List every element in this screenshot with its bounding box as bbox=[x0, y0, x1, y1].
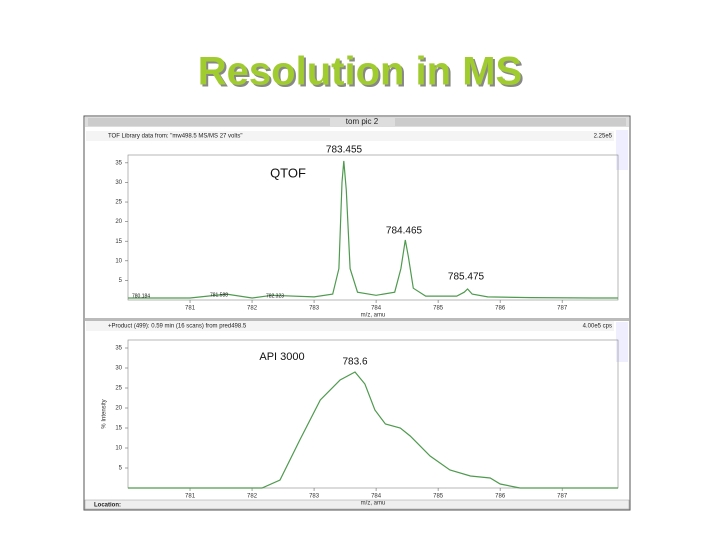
pane-header bbox=[86, 321, 614, 331]
x-tick-label: 782 bbox=[247, 306, 258, 312]
status-label: Location: bbox=[94, 503, 121, 509]
annotation: 780.184 bbox=[132, 293, 150, 299]
spectrum-line bbox=[128, 160, 618, 299]
x-tick-label: 785 bbox=[433, 494, 444, 500]
pane-header-text: +Product (499): 0.59 min (16 scans) from… bbox=[108, 324, 247, 330]
y-tick-label: 15 bbox=[115, 426, 122, 432]
x-tick-label: 783 bbox=[309, 494, 320, 500]
y-tick-label: 5 bbox=[119, 466, 123, 472]
y-tick-label: 20 bbox=[115, 406, 122, 412]
window-title: tom pic 2 bbox=[346, 117, 379, 126]
pane-header bbox=[86, 131, 614, 141]
y-tick-label: 30 bbox=[115, 366, 122, 372]
pane-header-text: TOF Library data from: "mw498.5 MS/MS 27… bbox=[108, 134, 243, 140]
y-tick-label: 30 bbox=[115, 180, 122, 186]
pane-header-right: 4.00e5 cps bbox=[583, 324, 612, 330]
x-tick-label: 781 bbox=[185, 494, 196, 500]
y-tick-label: 25 bbox=[115, 386, 122, 392]
annotation: 782.323 bbox=[266, 293, 284, 299]
toolbar[interactable] bbox=[616, 130, 628, 170]
x-tick-label: 787 bbox=[557, 494, 568, 500]
x-tick-label: 786 bbox=[495, 306, 506, 312]
pane-divider bbox=[85, 318, 629, 321]
x-tick-label: 784 bbox=[371, 306, 382, 312]
annotation: API 3000 bbox=[259, 351, 304, 363]
y-tick-label: 25 bbox=[115, 200, 122, 206]
plot-frame bbox=[127, 154, 619, 301]
annotation: 784.465 bbox=[386, 226, 423, 237]
y-tick-label: 35 bbox=[115, 160, 122, 166]
annotation: 783.6 bbox=[342, 357, 367, 368]
title-shadow: Resolution in MS bbox=[200, 52, 524, 96]
x-tick-label: 786 bbox=[495, 494, 506, 500]
toolbar[interactable] bbox=[616, 322, 628, 362]
y-tick-label: 5 bbox=[119, 278, 123, 284]
y-tick-label: 15 bbox=[115, 239, 122, 245]
slide-title: Resolution in MS bbox=[198, 50, 522, 94]
annotation: 783.455 bbox=[326, 145, 363, 156]
annotation: 781.588 bbox=[210, 292, 228, 298]
pane-header-right: 2.25e5 bbox=[594, 134, 613, 140]
x-tick-label: 783 bbox=[309, 306, 320, 312]
status-bar bbox=[84, 499, 630, 510]
x-axis-label: m/z, amu bbox=[361, 313, 386, 319]
window bbox=[83, 115, 631, 511]
y-tick-label: 10 bbox=[115, 258, 122, 264]
plot-frame bbox=[127, 339, 619, 489]
x-tick-label: 781 bbox=[185, 306, 196, 312]
spectrum-line bbox=[128, 371, 618, 489]
y-tick-label: 35 bbox=[115, 346, 122, 352]
title-stripes bbox=[88, 118, 626, 126]
x-axis-label: m/z, amu bbox=[361, 501, 386, 507]
y-axis-label: % Intensity bbox=[102, 399, 108, 428]
annotation: 785.475 bbox=[448, 272, 485, 283]
x-tick-label: 782 bbox=[247, 494, 258, 500]
x-tick-label: 785 bbox=[433, 306, 444, 312]
annotation: QTOF bbox=[270, 165, 306, 180]
y-tick-label: 20 bbox=[115, 219, 122, 225]
y-tick-label: 10 bbox=[115, 446, 122, 452]
x-tick-label: 784 bbox=[371, 494, 382, 500]
x-tick-label: 787 bbox=[557, 306, 568, 312]
title-bar bbox=[85, 117, 629, 127]
